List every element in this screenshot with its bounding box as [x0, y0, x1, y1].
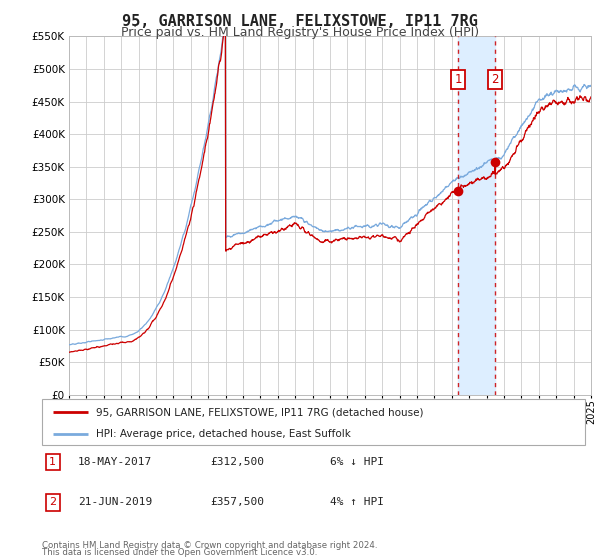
Text: HPI: Average price, detached house, East Suffolk: HPI: Average price, detached house, East…: [97, 429, 351, 438]
Text: 21-JUN-2019: 21-JUN-2019: [78, 497, 152, 507]
Text: Price paid vs. HM Land Registry's House Price Index (HPI): Price paid vs. HM Land Registry's House …: [121, 26, 479, 39]
Bar: [458, 36, 495, 395]
Text: £312,500: £312,500: [210, 457, 264, 467]
Text: 18-MAY-2017: 18-MAY-2017: [78, 457, 152, 467]
Text: £357,500: £357,500: [210, 497, 264, 507]
Text: 95, GARRISON LANE, FELIXSTOWE, IP11 7RG (detached house): 95, GARRISON LANE, FELIXSTOWE, IP11 7RG …: [97, 407, 424, 417]
Text: 2: 2: [49, 497, 56, 507]
Text: 1: 1: [455, 73, 462, 86]
Text: 1: 1: [49, 457, 56, 467]
Text: 4% ↑ HPI: 4% ↑ HPI: [330, 497, 384, 507]
Text: Contains HM Land Registry data © Crown copyright and database right 2024.: Contains HM Land Registry data © Crown c…: [42, 541, 377, 550]
Text: 6% ↓ HPI: 6% ↓ HPI: [330, 457, 384, 467]
FancyBboxPatch shape: [42, 399, 585, 445]
Text: 2: 2: [491, 73, 499, 86]
Text: 95, GARRISON LANE, FELIXSTOWE, IP11 7RG: 95, GARRISON LANE, FELIXSTOWE, IP11 7RG: [122, 14, 478, 29]
Text: This data is licensed under the Open Government Licence v3.0.: This data is licensed under the Open Gov…: [42, 548, 317, 557]
